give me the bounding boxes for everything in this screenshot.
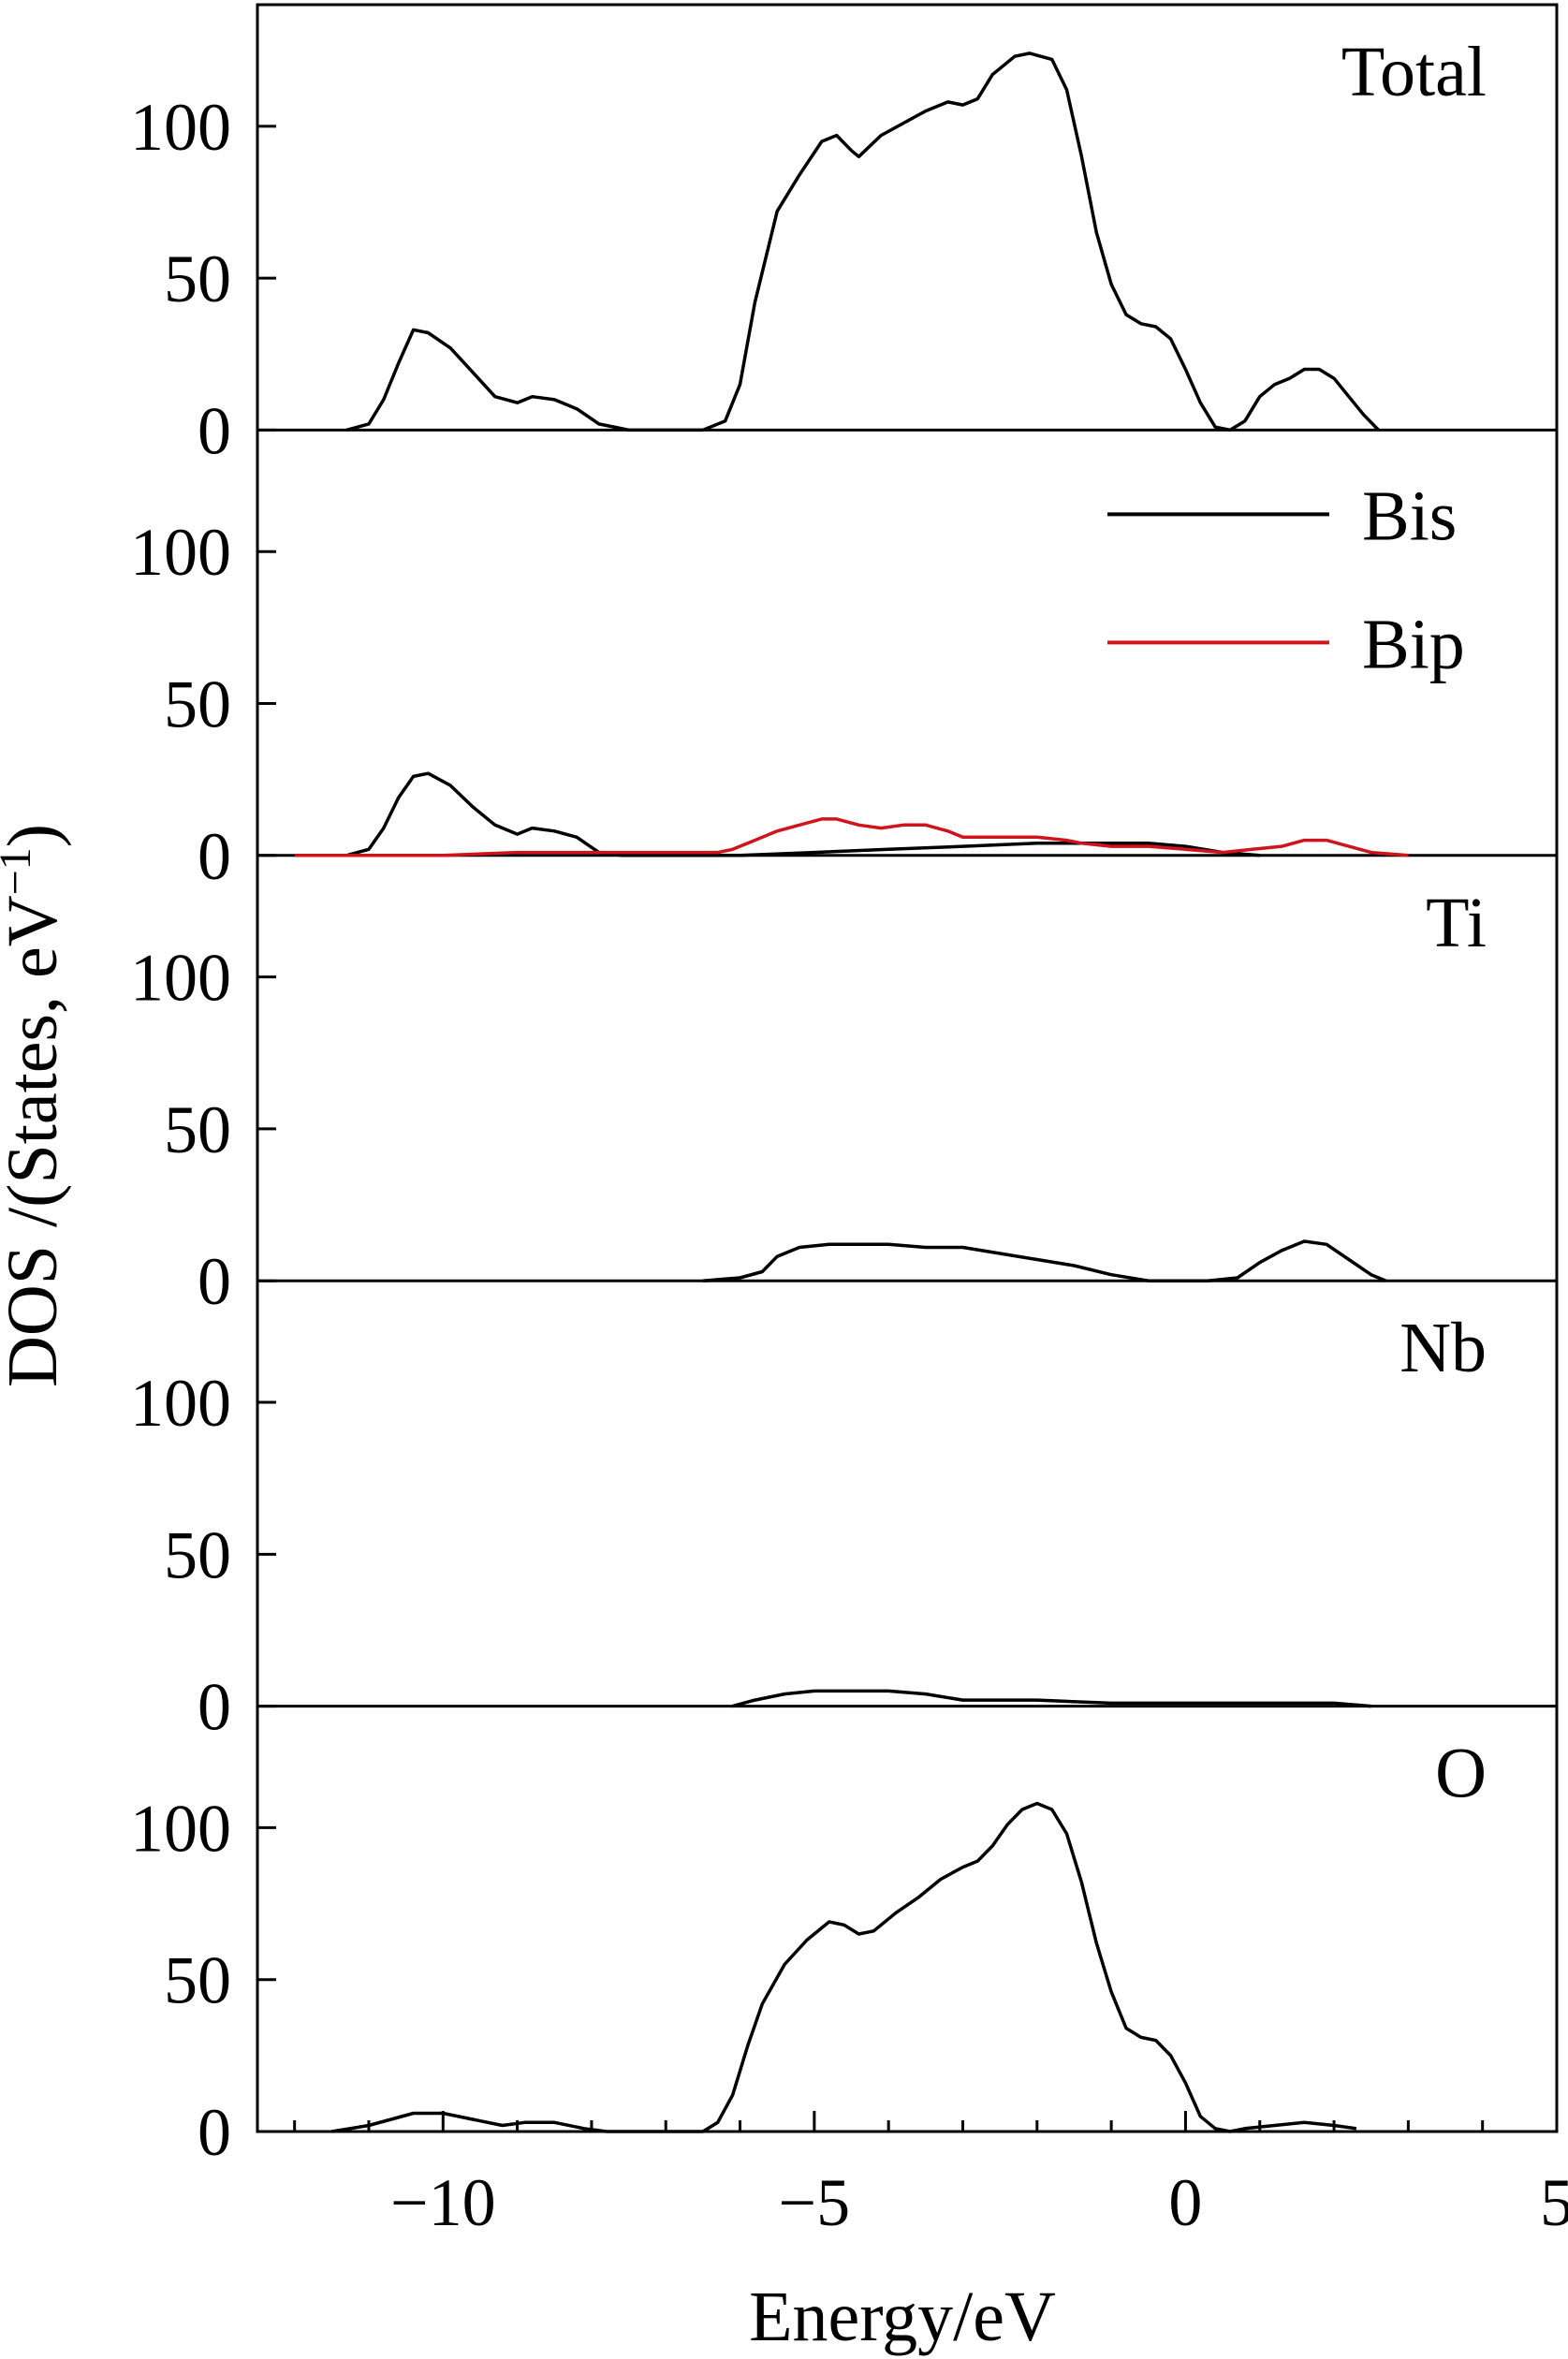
series-line xyxy=(345,51,1380,432)
y-tick-label: 0 xyxy=(198,1244,231,1319)
series-line xyxy=(732,1689,1371,1708)
y-tick-label: 100 xyxy=(130,90,231,165)
y-tick-label: 100 xyxy=(130,515,231,590)
x-tick-label: 5 xyxy=(1540,2165,1568,2240)
y-tick-label: 100 xyxy=(130,1366,231,1441)
series-line-bip xyxy=(294,817,1409,857)
y-axis-title: DOS /(States, eV−1) xyxy=(0,824,72,1387)
legend-label: Bis xyxy=(1362,476,1457,555)
panel-0: 0 50 100 Total xyxy=(130,33,1557,468)
panel-label: Total xyxy=(1341,33,1487,111)
y-tick-label: 50 xyxy=(164,1943,231,2018)
panel-3: 0 50 100 Nb xyxy=(130,1309,1557,1745)
y-tick-label: 0 xyxy=(198,819,231,894)
plot-frame xyxy=(256,3,1559,2133)
legend-label: Bip xyxy=(1362,605,1465,683)
y-tick-label: 50 xyxy=(164,667,231,742)
y-tick-label: 100 xyxy=(130,1791,231,1866)
panel-label: Ti xyxy=(1426,884,1487,962)
y-tick-label: 0 xyxy=(198,393,231,468)
x-tick-label: −10 xyxy=(390,2165,496,2240)
series-line xyxy=(702,1239,1387,1282)
y-tick-label: 0 xyxy=(198,1670,231,1745)
y-tick-label: 50 xyxy=(164,1517,231,1592)
y-tick-label: 0 xyxy=(198,2095,231,2170)
x-tick-label: −5 xyxy=(779,2165,851,2240)
panel-2: 0 50 100 Ti xyxy=(130,884,1557,1319)
y-tick-label: 100 xyxy=(130,941,231,1016)
panel-4: 0 50 100 O xyxy=(130,1735,1487,2170)
series-line xyxy=(331,1801,1357,2133)
panel-label: Nb xyxy=(1399,1309,1487,1387)
y-tick-label: 50 xyxy=(164,1092,231,1167)
x-tick-label: 0 xyxy=(1168,2165,1202,2240)
y-tick-label: 50 xyxy=(164,242,231,316)
x-axis-title: Energy/eV xyxy=(749,2278,1056,2356)
panel-label: O xyxy=(1435,1735,1487,1813)
panel-1: 0 50 100 Bis Bip xyxy=(130,476,1557,894)
series-line-bis xyxy=(345,771,1260,857)
